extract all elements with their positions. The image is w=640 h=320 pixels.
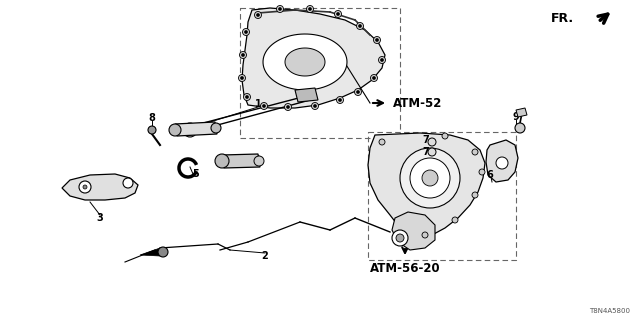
Polygon shape xyxy=(62,174,138,200)
Circle shape xyxy=(378,57,385,63)
Circle shape xyxy=(376,38,378,42)
Polygon shape xyxy=(516,108,527,117)
Circle shape xyxy=(308,7,312,11)
Text: 4: 4 xyxy=(253,155,260,165)
Circle shape xyxy=(452,217,458,223)
Circle shape xyxy=(314,105,317,108)
Bar xyxy=(240,8,400,138)
Text: 9: 9 xyxy=(513,112,520,122)
Circle shape xyxy=(215,154,229,168)
Circle shape xyxy=(442,133,448,139)
Circle shape xyxy=(255,12,262,19)
Text: 5: 5 xyxy=(193,169,200,179)
Circle shape xyxy=(428,148,436,156)
Circle shape xyxy=(479,169,485,175)
Circle shape xyxy=(356,22,364,29)
Circle shape xyxy=(169,124,181,136)
Polygon shape xyxy=(486,140,518,182)
Circle shape xyxy=(422,232,428,238)
Polygon shape xyxy=(140,248,162,256)
Circle shape xyxy=(355,89,362,95)
Polygon shape xyxy=(392,212,435,250)
Circle shape xyxy=(262,105,266,108)
Text: ATM-52: ATM-52 xyxy=(393,97,442,109)
Circle shape xyxy=(392,230,408,246)
Circle shape xyxy=(515,123,525,133)
Circle shape xyxy=(472,192,478,198)
Circle shape xyxy=(243,28,250,36)
Circle shape xyxy=(335,11,342,18)
Text: T8N4A5800: T8N4A5800 xyxy=(589,308,630,314)
Polygon shape xyxy=(242,8,385,108)
Circle shape xyxy=(239,52,246,59)
Circle shape xyxy=(400,148,460,208)
Circle shape xyxy=(79,181,91,193)
Circle shape xyxy=(246,95,248,99)
Text: 7: 7 xyxy=(422,147,429,157)
Text: 6: 6 xyxy=(486,170,493,180)
Circle shape xyxy=(356,91,360,93)
Circle shape xyxy=(123,178,133,188)
Circle shape xyxy=(244,30,248,34)
Circle shape xyxy=(254,156,264,166)
Circle shape xyxy=(211,123,221,133)
Polygon shape xyxy=(295,88,318,102)
Polygon shape xyxy=(368,133,485,238)
Circle shape xyxy=(472,149,478,155)
Circle shape xyxy=(241,53,244,57)
Text: 8: 8 xyxy=(148,113,156,123)
Circle shape xyxy=(257,13,259,17)
Circle shape xyxy=(372,76,376,79)
Circle shape xyxy=(83,185,87,189)
Circle shape xyxy=(260,102,268,109)
Circle shape xyxy=(285,103,291,110)
Circle shape xyxy=(241,76,243,79)
Circle shape xyxy=(239,75,246,82)
Polygon shape xyxy=(222,154,260,168)
Circle shape xyxy=(496,157,508,169)
Circle shape xyxy=(410,158,450,198)
Circle shape xyxy=(276,5,284,12)
Circle shape xyxy=(287,106,289,108)
Circle shape xyxy=(312,102,319,109)
Circle shape xyxy=(428,138,436,146)
Circle shape xyxy=(183,123,197,137)
Text: 2: 2 xyxy=(262,251,268,261)
Text: FR.: FR. xyxy=(551,12,574,25)
Text: 1: 1 xyxy=(255,99,261,109)
Circle shape xyxy=(243,93,250,100)
Circle shape xyxy=(307,5,314,12)
Circle shape xyxy=(339,99,342,101)
Circle shape xyxy=(337,12,339,15)
Circle shape xyxy=(278,7,282,11)
Circle shape xyxy=(148,126,156,134)
Polygon shape xyxy=(175,122,217,136)
Polygon shape xyxy=(285,48,325,76)
Circle shape xyxy=(158,247,168,257)
Text: ATM-56-20: ATM-56-20 xyxy=(370,262,440,275)
Circle shape xyxy=(371,75,378,82)
Circle shape xyxy=(422,170,438,186)
Circle shape xyxy=(379,139,385,145)
Text: 7: 7 xyxy=(422,135,429,145)
Circle shape xyxy=(396,234,404,242)
Circle shape xyxy=(337,97,344,103)
Polygon shape xyxy=(263,34,347,90)
Circle shape xyxy=(374,36,381,44)
Bar xyxy=(368,132,516,260)
Circle shape xyxy=(381,59,383,61)
Text: 3: 3 xyxy=(97,213,104,223)
Circle shape xyxy=(358,25,362,28)
